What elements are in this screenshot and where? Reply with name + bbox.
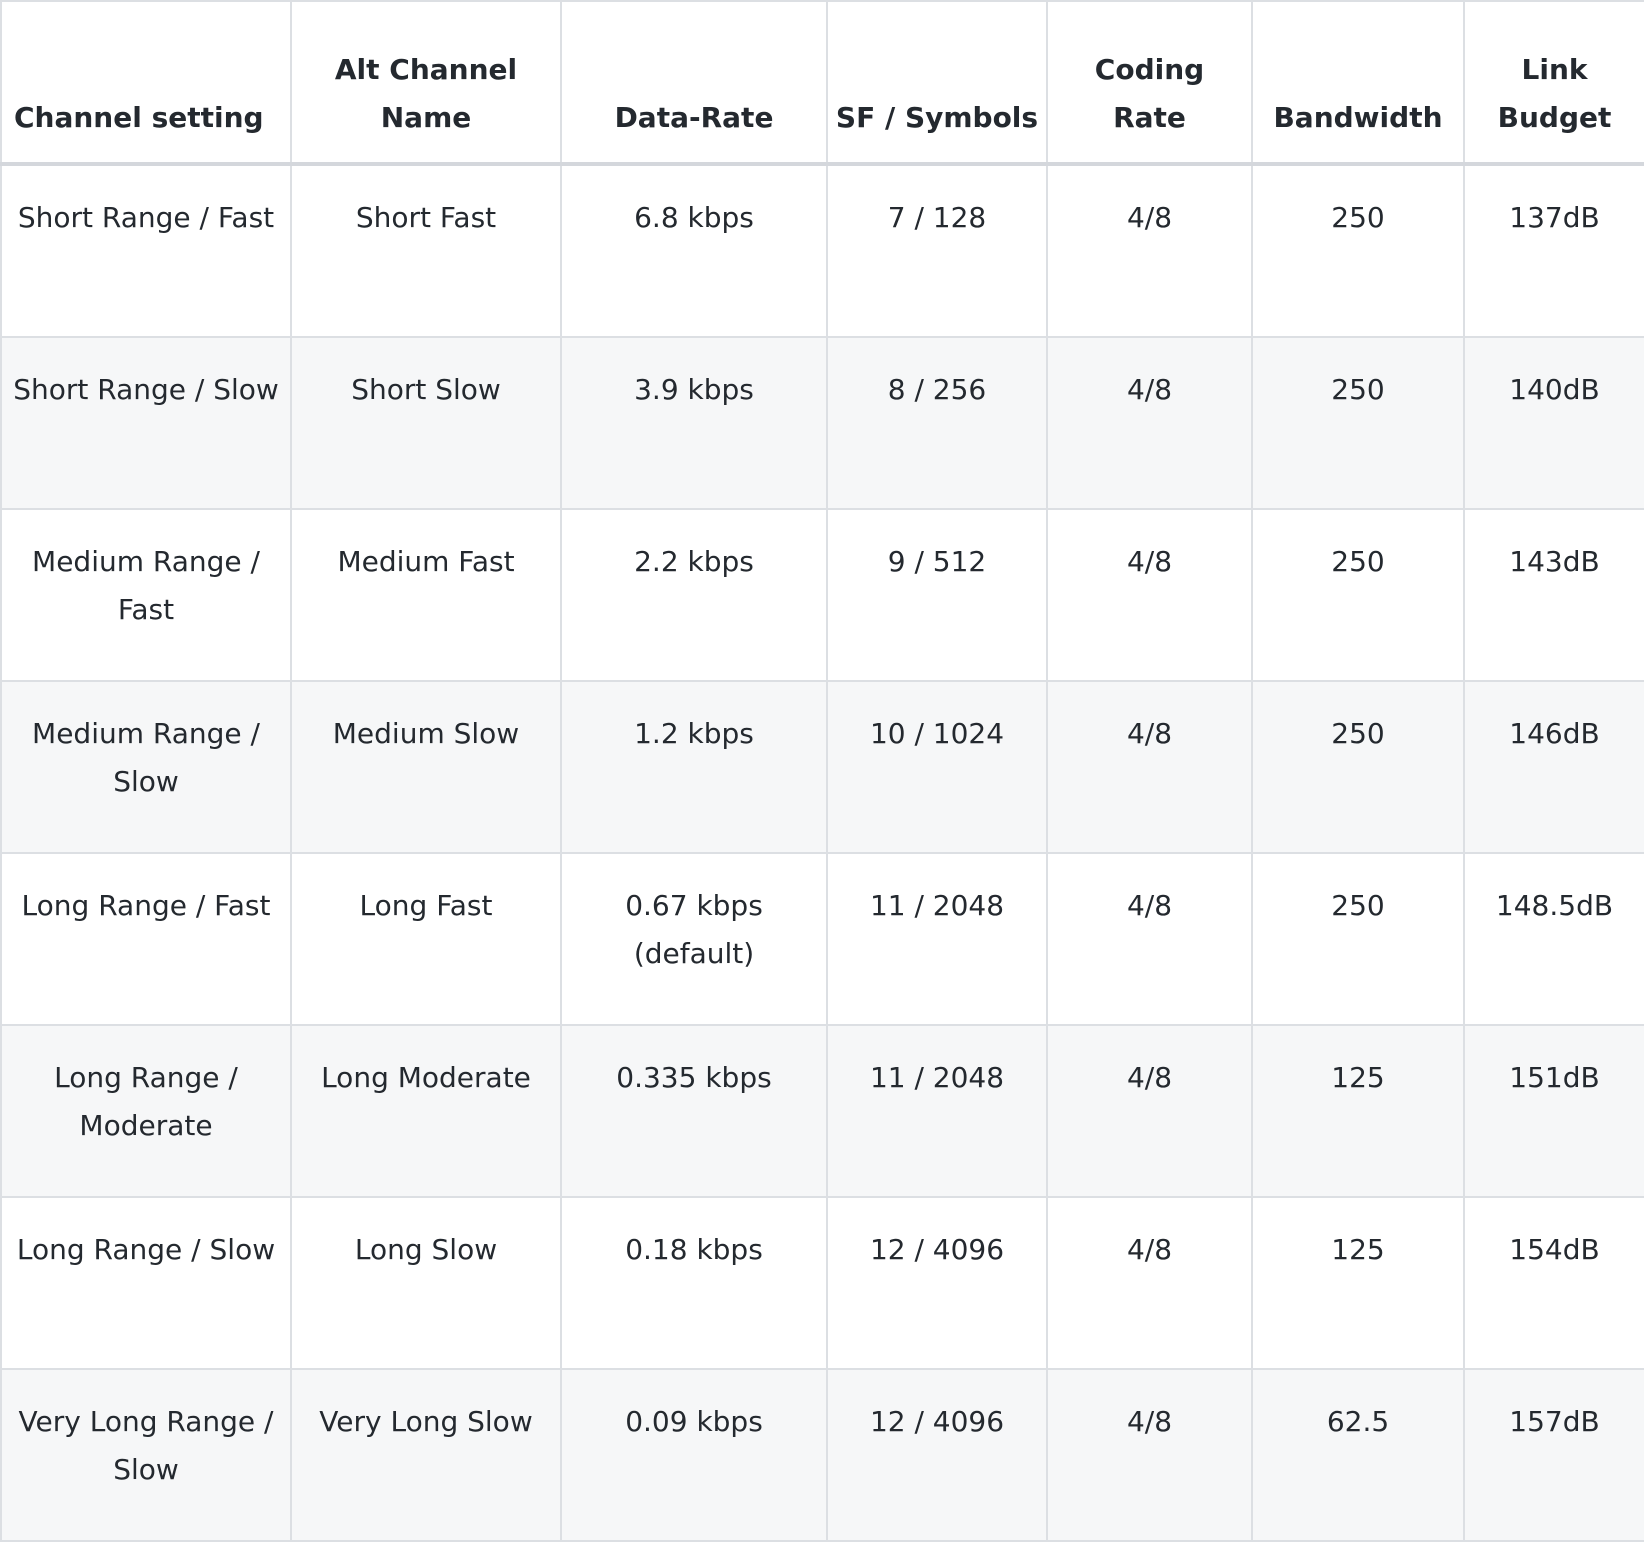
cell-sf-symbols: 11 / 2048 [826, 1024, 1048, 1198]
cell-sf-symbols: 10 / 1024 [826, 680, 1048, 854]
cell-bandwidth: 125 [1251, 1024, 1465, 1198]
header-data-rate: Data-Rate [560, 0, 828, 166]
table-row: Short Range / Slow Short Slow 3.9 kbps 8… [0, 336, 1644, 510]
cell-channel-setting: Short Range / Slow [0, 336, 292, 510]
table-row: Long Range / Moderate Long Moderate 0.33… [0, 1024, 1644, 1198]
cell-alt-channel-name: Medium Fast [290, 508, 562, 682]
cell-data-rate: 1.2 kbps [560, 680, 828, 854]
header-alt-channel-name: Alt Channel Name [290, 0, 562, 166]
cell-coding-rate: 4/8 [1046, 1196, 1253, 1370]
cell-data-rate: 0.09 kbps [560, 1368, 828, 1542]
cell-channel-setting: Short Range / Fast [0, 163, 292, 338]
cell-coding-rate: 4/8 [1046, 852, 1253, 1026]
table-row: Long Range / Slow Long Slow 0.18 kbps 12… [0, 1196, 1644, 1370]
cell-coding-rate: 4/8 [1046, 336, 1253, 510]
cell-coding-rate: 4/8 [1046, 508, 1253, 682]
table-header: Channel setting Alt Channel Name Data-Ra… [0, 0, 1644, 166]
cell-sf-symbols: 7 / 128 [826, 163, 1048, 338]
cell-coding-rate: 4/8 [1046, 1024, 1253, 1198]
cell-alt-channel-name: Long Slow [290, 1196, 562, 1370]
table-row: Medium Range / Slow Medium Slow 1.2 kbps… [0, 680, 1644, 854]
cell-data-rate: 6.8 kbps [560, 163, 828, 338]
cell-alt-channel-name: Long Fast [290, 852, 562, 1026]
table-body: Short Range / Fast Short Fast 6.8 kbps 7… [0, 163, 1644, 1542]
cell-data-rate: 3.9 kbps [560, 336, 828, 510]
cell-link-budget: 143dB [1463, 508, 1644, 682]
cell-link-budget: 137dB [1463, 163, 1644, 338]
table-row: Very Long Range / Slow Very Long Slow 0.… [0, 1368, 1644, 1542]
cell-sf-symbols: 12 / 4096 [826, 1368, 1048, 1542]
table-row: Medium Range / Fast Medium Fast 2.2 kbps… [0, 508, 1644, 682]
header-coding-rate: Coding Rate [1046, 0, 1253, 166]
cell-alt-channel-name: Very Long Slow [290, 1368, 562, 1542]
cell-coding-rate: 4/8 [1046, 680, 1253, 854]
cell-sf-symbols: 8 / 256 [826, 336, 1048, 510]
cell-bandwidth: 250 [1251, 163, 1465, 338]
cell-channel-setting: Very Long Range / Slow [0, 1368, 292, 1542]
cell-link-budget: 157dB [1463, 1368, 1644, 1542]
cell-link-budget: 146dB [1463, 680, 1644, 854]
header-link-budget: Link Budget [1463, 0, 1644, 166]
cell-link-budget: 151dB [1463, 1024, 1644, 1198]
table-row: Short Range / Fast Short Fast 6.8 kbps 7… [0, 163, 1644, 338]
header-row: Channel setting Alt Channel Name Data-Ra… [0, 0, 1644, 166]
cell-bandwidth: 62.5 [1251, 1368, 1465, 1542]
cell-data-rate: 0.67 kbps (default) [560, 852, 828, 1026]
cell-link-budget: 148.5dB [1463, 852, 1644, 1026]
cell-alt-channel-name: Short Slow [290, 336, 562, 510]
cell-channel-setting: Long Range / Fast [0, 852, 292, 1026]
cell-coding-rate: 4/8 [1046, 1368, 1253, 1542]
cell-channel-setting: Long Range / Moderate [0, 1024, 292, 1198]
cell-data-rate: 0.335 kbps [560, 1024, 828, 1198]
header-channel-setting: Channel setting [0, 0, 292, 166]
cell-channel-setting: Medium Range / Slow [0, 680, 292, 854]
header-bandwidth: Bandwidth [1251, 0, 1465, 166]
cell-bandwidth: 125 [1251, 1196, 1465, 1370]
cell-alt-channel-name: Long Moderate [290, 1024, 562, 1198]
cell-sf-symbols: 9 / 512 [826, 508, 1048, 682]
cell-channel-setting: Long Range / Slow [0, 1196, 292, 1370]
cell-sf-symbols: 11 / 2048 [826, 852, 1048, 1026]
cell-coding-rate: 4/8 [1046, 163, 1253, 338]
cell-bandwidth: 250 [1251, 508, 1465, 682]
cell-bandwidth: 250 [1251, 852, 1465, 1026]
cell-data-rate: 2.2 kbps [560, 508, 828, 682]
cell-bandwidth: 250 [1251, 680, 1465, 854]
cell-channel-setting: Medium Range / Fast [0, 508, 292, 682]
cell-alt-channel-name: Short Fast [290, 163, 562, 338]
cell-alt-channel-name: Medium Slow [290, 680, 562, 854]
cell-bandwidth: 250 [1251, 336, 1465, 510]
table-row: Long Range / Fast Long Fast 0.67 kbps (d… [0, 852, 1644, 1026]
cell-link-budget: 140dB [1463, 336, 1644, 510]
cell-data-rate: 0.18 kbps [560, 1196, 828, 1370]
cell-sf-symbols: 12 / 4096 [826, 1196, 1048, 1370]
cell-link-budget: 154dB [1463, 1196, 1644, 1370]
header-sf-symbols: SF / Symbols [826, 0, 1048, 166]
